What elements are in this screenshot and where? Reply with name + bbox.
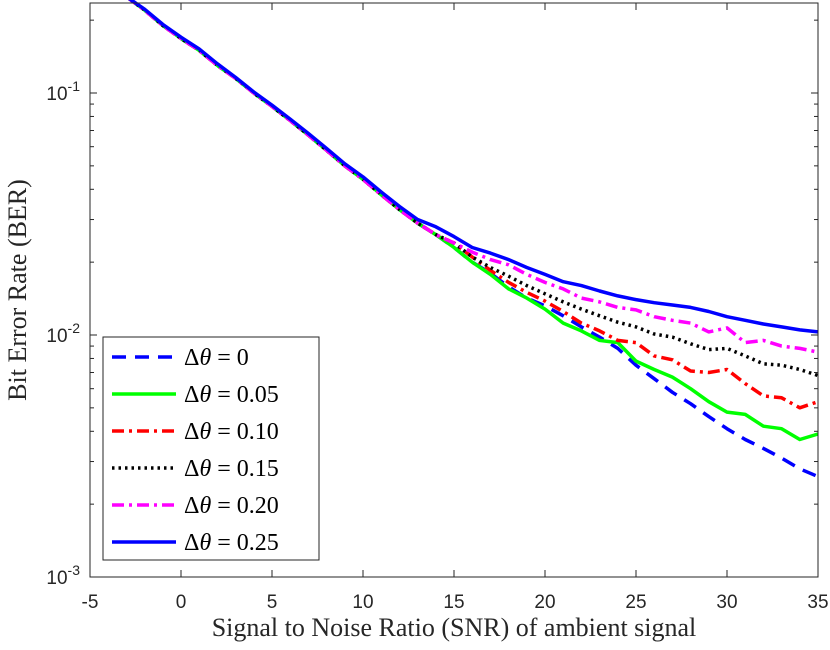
x-axis-title: Signal to Noise Ratio (SNR) of ambient s… — [212, 613, 697, 642]
x-tick-label: 10 — [352, 592, 373, 613]
legend-label: Δθ = 0.10 — [184, 419, 279, 445]
legend-label: Δθ = 0.20 — [184, 493, 279, 519]
legend-items: Δθ = 0 Δθ = 0.05 Δθ = 0.10 Δθ = 0.15 Δθ = 0.… — [112, 345, 279, 556]
y-tick-label: 10-2 — [46, 320, 80, 347]
y-axis-title: Bit Error Rate (BER) — [3, 179, 32, 401]
x-tick-label: 5 — [267, 592, 278, 613]
x-tick-label: 20 — [534, 592, 555, 613]
legend: Δθ = 0 Δθ = 0.05 Δθ = 0.10 Δθ = 0.15 Δθ = 0.… — [102, 336, 320, 561]
y-tick-label: 10-1 — [46, 78, 80, 105]
series-line-5 — [128, 0, 819, 334]
x-tick-label: -5 — [82, 592, 99, 613]
x-tick-label: 35 — [807, 592, 828, 613]
plot-lines — [127, 0, 819, 479]
legend-label: Δθ = 0.15 — [184, 456, 279, 482]
x-tick-label: 0 — [176, 592, 187, 613]
y-tick-label: 10-3 — [46, 562, 80, 589]
x-tick-label: 15 — [443, 592, 464, 613]
legend-label: Δθ = 0.25 — [184, 530, 279, 556]
legend-box — [102, 336, 320, 561]
y-ticks: 10-3 10-2 10-1 — [46, 19, 818, 589]
legend-label: Δθ = 0 — [184, 345, 249, 371]
x-tick-label: 25 — [625, 592, 646, 613]
legend-label: Δθ = 0.05 — [184, 382, 279, 408]
x-tick-label: 30 — [716, 592, 737, 613]
x-ticks: -5 0 5 10 15 20 25 30 35 — [82, 3, 829, 613]
